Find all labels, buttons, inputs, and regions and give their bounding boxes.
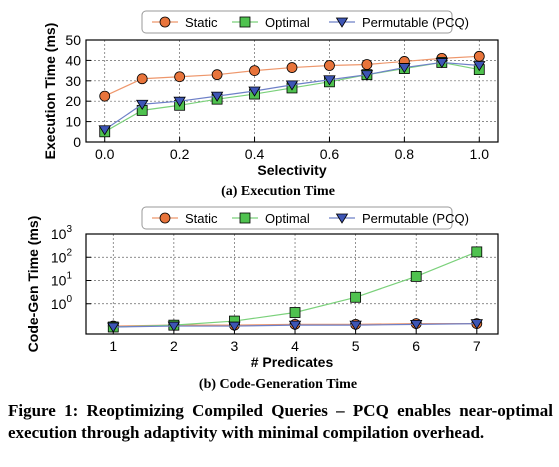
codegen-time-chart: 100 101 102 103 1 2 3 4 5 6 7 # Predicates Code-Gen …: [25, 206, 499, 392]
x-axis-label: Selectivity: [257, 162, 326, 178]
data-point-6: [409, 319, 423, 331]
y-tick-label-20: 20: [65, 93, 81, 109]
data-point-7: [470, 319, 484, 330]
data-point-0.7: [361, 59, 373, 70]
data-point-4: [289, 307, 301, 318]
y-axis-label: Execution Time (ms): [42, 23, 58, 160]
figure-caption: Figure 1: Reoptimizing Compiled Queries …: [8, 401, 553, 442]
data-point-1: [473, 50, 485, 62]
legend-marker: [159, 212, 171, 224]
y-tick-label-30: 30: [65, 73, 81, 89]
data-point-2: [167, 321, 181, 332]
legend: Static Optimal Permutable (PCQ): [141, 206, 469, 230]
data-point-4: [288, 320, 302, 331]
data-point-0.3: [210, 91, 224, 102]
legend-marker: [239, 212, 251, 224]
data-point-0.9: [435, 58, 449, 69]
data-point-0: [99, 90, 111, 102]
legend-marker: [159, 16, 171, 28]
data-point-0.3: [211, 69, 223, 81]
y-tick-label-2: 102: [51, 247, 73, 265]
legend-label-2: Permutable (PCQ): [362, 15, 469, 30]
legend-box: [141, 10, 453, 34]
data-point-0.8: [398, 63, 411, 74]
data-point-3: [228, 321, 241, 332]
data-point-5: [349, 320, 362, 331]
data-point-0.4: [249, 65, 260, 76]
series-permutable-pcq-: [98, 58, 486, 136]
legend-label-1: Optimal: [265, 15, 310, 30]
x-tick-label-5: 5: [352, 338, 360, 354]
y-tick-label-0: 100: [51, 294, 73, 312]
data-point-0.6: [324, 60, 335, 71]
x-tick-label-0.6: 0.6: [320, 146, 340, 162]
data-point-0.5: [285, 80, 299, 91]
x-tick-label-1.0: 1.0: [470, 146, 490, 162]
subcaption: (b) Code-Generation Time: [199, 377, 357, 392]
data-point-6: [410, 271, 422, 282]
y-tick-label-40: 40: [65, 52, 81, 68]
x-tick-label-3: 3: [231, 338, 239, 354]
tick-labels: 0 10 20 30 40 50 0.0 0.2 0.4 0.6 0.8 1.0: [65, 32, 489, 162]
data-point-0.1: [136, 73, 148, 85]
data-point-7: [471, 246, 483, 258]
legend-box: [141, 206, 453, 230]
series-static: [99, 50, 485, 102]
data-point-5: [350, 291, 362, 303]
data-point-1: [107, 322, 120, 333]
series-permutable-pcq-: [107, 319, 484, 333]
y-tick-label-3: 103: [51, 224, 73, 242]
tick-labels: 100 101 102 103 1 2 3 4 5 6 7: [51, 224, 481, 354]
legend: Static Optimal Permutable (PCQ): [141, 10, 469, 34]
subcaption: (a) Execution Time: [221, 184, 335, 199]
data-point-0.2: [173, 96, 186, 107]
y-tick-label-1: 101: [51, 271, 73, 289]
execution-time-chart: 0 10 20 30 40 50 0.0 0.2 0.4 0.6 0.8 1.0 Selectivity…: [42, 10, 499, 199]
legend-label-2: Permutable (PCQ): [362, 211, 469, 226]
legend-label-0: Static: [185, 211, 218, 226]
x-tick-label-0.8: 0.8: [395, 146, 415, 162]
y-tick-label-10: 10: [65, 114, 81, 130]
legend-marker: [335, 17, 349, 28]
x-tick-label-7: 7: [473, 338, 481, 354]
legend-marker: [335, 213, 349, 224]
x-axis-label: # Predicates: [251, 354, 334, 370]
x-tick-label-0.2: 0.2: [170, 146, 190, 162]
data-point-0: [98, 125, 111, 136]
x-tick-label-1: 1: [109, 338, 117, 354]
x-tick-label-2: 2: [170, 338, 178, 354]
legend-label-1: Optimal: [265, 211, 310, 226]
x-tick-label-4: 4: [291, 338, 299, 354]
y-axis-label: Code-Gen Time (ms): [25, 216, 41, 353]
legend-label-0: Static: [185, 15, 218, 30]
data-point-1: [473, 61, 486, 72]
data-point-0.6: [323, 75, 336, 86]
y-tick-label-50: 50: [65, 32, 81, 48]
plot-frame: [85, 39, 499, 143]
data-point-0.4: [248, 86, 261, 97]
x-tick-label-6: 6: [412, 338, 420, 354]
data-point-0.7: [360, 70, 374, 81]
y-tick-label-0: 0: [73, 134, 81, 150]
data-point-0.5: [286, 62, 298, 73]
legend-marker: [239, 16, 251, 28]
data-point-0.2: [174, 71, 186, 83]
data-point-0.1: [135, 99, 149, 111]
grid: [86, 233, 498, 334]
x-tick-label-0.0: 0.0: [95, 146, 115, 162]
x-tick-label-0.4: 0.4: [245, 146, 265, 162]
plot-frame: [85, 233, 499, 335]
